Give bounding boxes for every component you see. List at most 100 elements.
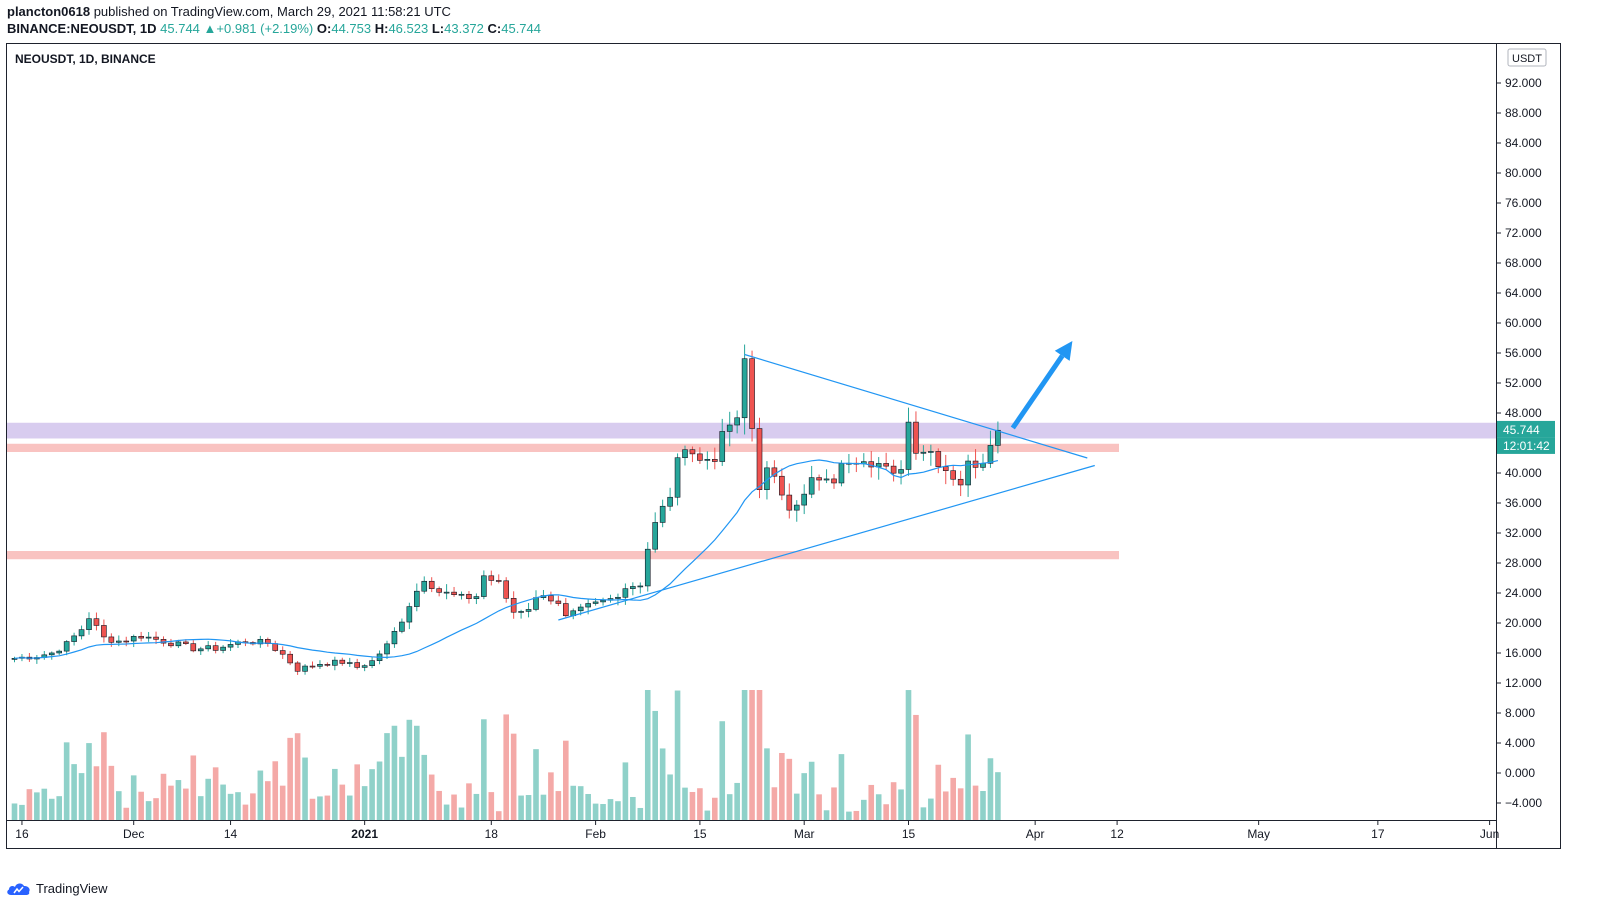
candle-body[interactable] [682, 449, 688, 459]
candle-body[interactable] [354, 662, 361, 668]
volume-bar[interactable] [406, 719, 413, 820]
volume-bar[interactable] [451, 794, 457, 820]
volume-bar[interactable] [846, 811, 852, 820]
candle-body[interactable] [48, 652, 55, 656]
volume-bar[interactable] [540, 794, 547, 820]
candle-body[interactable] [890, 465, 897, 474]
breakout-arrowhead[interactable] [1054, 341, 1073, 361]
volume-bar[interactable] [123, 807, 130, 820]
candle-body[interactable] [421, 580, 428, 592]
volume-bar[interactable] [56, 796, 62, 820]
candle-body[interactable] [227, 644, 234, 648]
candle-body[interactable] [950, 470, 957, 480]
volume-bar[interactable] [436, 790, 442, 820]
candle-body[interactable] [920, 451, 927, 454]
candle-body[interactable] [168, 642, 174, 647]
volume-bar[interactable] [861, 799, 867, 820]
triangle-lower-trendline[interactable] [558, 464, 1095, 621]
volume-bar[interactable] [11, 803, 18, 820]
volume-bar[interactable] [138, 791, 144, 820]
volume-bar[interactable] [78, 773, 85, 820]
candle-body[interactable] [406, 606, 413, 623]
candle-body[interactable] [503, 580, 510, 599]
candle-body[interactable] [339, 659, 346, 664]
volume-bar[interactable] [242, 804, 249, 820]
volume-bar[interactable] [749, 690, 755, 820]
trendlines-layer[interactable] [558, 341, 1095, 621]
volume-bar[interactable] [339, 784, 346, 820]
candle-body[interactable] [630, 586, 636, 589]
candle-body[interactable] [942, 466, 949, 471]
volume-bar[interactable] [659, 748, 666, 820]
volume-bar[interactable] [302, 757, 308, 820]
volume-bar[interactable] [555, 791, 562, 820]
volume-bar[interactable] [592, 803, 599, 820]
candle-body[interactable] [734, 417, 740, 426]
volume-bar[interactable] [995, 772, 1001, 820]
volume-bar[interactable] [965, 734, 971, 820]
candle-body[interactable] [361, 665, 368, 668]
candle-body[interactable] [279, 650, 286, 655]
candle-body[interactable] [443, 591, 450, 594]
volume-bar[interactable] [577, 786, 584, 820]
candle-body[interactable] [957, 478, 964, 486]
candle-body[interactable] [436, 588, 442, 593]
volume-bar[interactable] [361, 786, 368, 820]
volume-bar[interactable] [279, 785, 286, 820]
candle-body[interactable] [413, 590, 420, 607]
volume-bar[interactable] [548, 772, 554, 820]
volume-bar[interactable] [227, 793, 234, 820]
volume-bar[interactable] [920, 807, 927, 820]
candle-body[interactable] [741, 358, 748, 419]
volume-bar[interactable] [741, 690, 748, 820]
volume-bar[interactable] [823, 810, 830, 820]
candle-body[interactable] [346, 662, 353, 664]
volume-bar[interactable] [473, 793, 480, 820]
volume-bar[interactable] [957, 788, 964, 820]
candle-body[interactable] [220, 646, 226, 651]
volume-bar[interactable] [637, 807, 644, 820]
volume-bar[interactable] [421, 754, 428, 820]
volume-bar[interactable] [153, 798, 159, 820]
volume-bar[interactable] [756, 690, 763, 820]
volume-bar[interactable] [26, 789, 33, 820]
currency-badge[interactable] [1507, 48, 1547, 67]
candle-body[interactable] [518, 611, 524, 613]
volume-bar[interactable] [734, 782, 740, 820]
candle-body[interactable] [86, 618, 92, 630]
candle-body[interactable] [905, 421, 912, 470]
candle-body[interactable] [428, 580, 435, 589]
volume-bar[interactable] [369, 769, 375, 820]
volume-bar[interactable] [875, 794, 882, 820]
volume-bar[interactable] [466, 783, 472, 820]
volume-bar[interactable] [898, 789, 904, 820]
volume-bar[interactable] [816, 794, 822, 820]
volume-bar[interactable] [928, 798, 934, 820]
volume-bar[interactable] [354, 764, 360, 820]
triangle-upper-trendline[interactable] [744, 353, 1088, 459]
volume-bar[interactable] [525, 795, 532, 820]
candle-body[interactable] [913, 421, 919, 454]
candle-body[interactable] [145, 636, 152, 639]
volume-bar[interactable] [175, 780, 182, 820]
volume-bar[interactable] [585, 793, 591, 820]
author-name[interactable]: plancton0618 [7, 4, 91, 19]
volume-bar[interactable] [414, 725, 420, 820]
candle-body[interactable] [689, 449, 696, 455]
candle-body[interactable] [332, 659, 338, 666]
volume-bar[interactable] [235, 792, 241, 820]
volume-bar[interactable] [458, 807, 465, 820]
volume-bar[interactable] [786, 758, 793, 820]
candle-body[interactable] [808, 477, 815, 495]
candle-body[interactable] [756, 428, 763, 490]
volume-bar[interactable] [518, 795, 524, 820]
candle-body[interactable] [391, 631, 398, 645]
candle-body[interactable] [11, 658, 18, 660]
volume-bar[interactable] [168, 785, 174, 820]
candle-body[interactable] [779, 475, 785, 496]
candle-body[interactable] [592, 601, 599, 604]
candle-body[interactable] [898, 469, 904, 474]
volume-bar[interactable] [868, 784, 875, 820]
volume-bar[interactable] [570, 785, 577, 820]
price-axis[interactable]: 92.000 88.000 84.000 80.000 76.000 72.000 68.0… [1496, 76, 1542, 810]
